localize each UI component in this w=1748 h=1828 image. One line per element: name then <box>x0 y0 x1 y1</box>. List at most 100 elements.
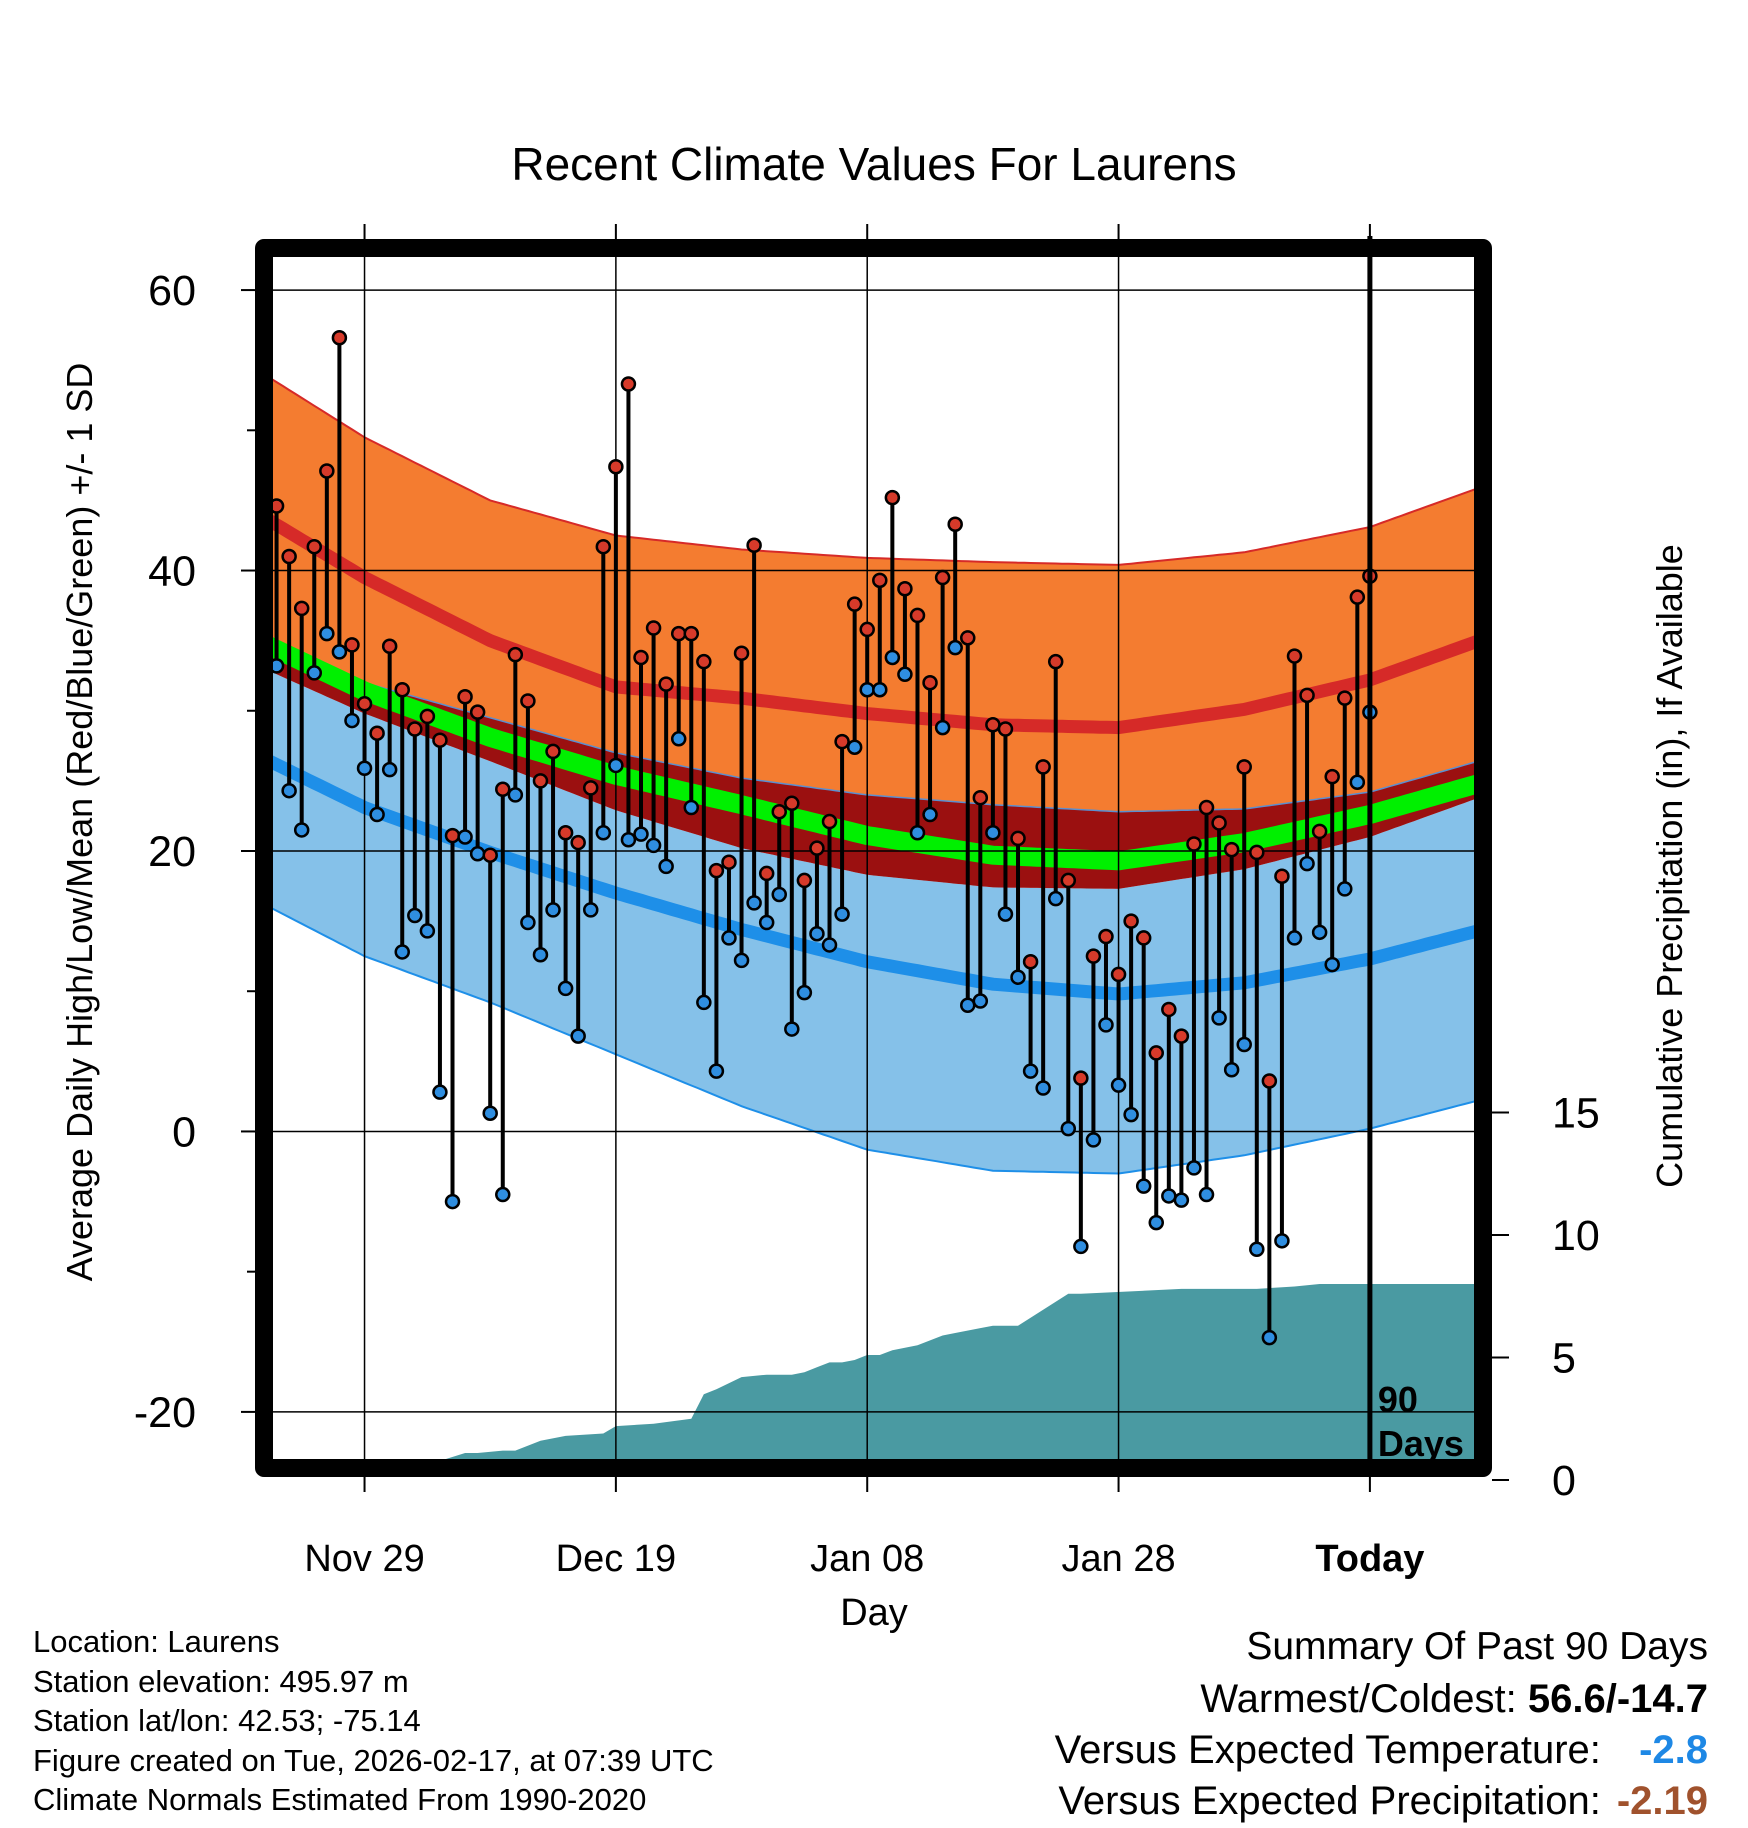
y-tick-label: 0 <box>172 1108 196 1156</box>
temp-value: -2.8 <box>1639 1728 1708 1772</box>
high-point <box>758 865 775 882</box>
high-point <box>721 854 737 870</box>
low-point <box>281 782 297 799</box>
high-point <box>1022 954 1039 970</box>
low-point <box>344 712 360 729</box>
high-point <box>821 813 838 830</box>
low-point <box>1047 890 1064 907</box>
high-point <box>1010 830 1026 847</box>
y-axis-label: Average Daily High/Low/Mean (Red/Blue/Gr… <box>59 363 100 1282</box>
high-point <box>997 721 1014 737</box>
low-point <box>696 994 712 1011</box>
low-point <box>758 914 775 931</box>
high-point <box>1073 1070 1089 1086</box>
low-point <box>922 806 938 823</box>
low-point <box>985 825 1001 841</box>
low-point <box>934 719 951 736</box>
y-tick-label: 60 <box>148 267 196 315</box>
low-point <box>595 825 612 841</box>
low-point <box>545 902 561 918</box>
today-days-word: Days <box>1378 1423 1464 1464</box>
high-point <box>1060 872 1077 889</box>
high-point <box>834 733 850 750</box>
high-point <box>432 732 448 748</box>
high-point <box>595 538 612 555</box>
low-point <box>683 799 700 816</box>
high-point <box>1123 913 1139 929</box>
high-point <box>846 596 863 612</box>
low-point <box>532 947 549 963</box>
low-point <box>1060 1120 1077 1137</box>
info-created: Figure created on Tue, 2026-02-17, at 07… <box>33 1742 714 1778</box>
low-point <box>658 858 674 875</box>
info-elevation: Station elevation: 495.97 m <box>33 1663 409 1699</box>
high-point <box>608 459 624 475</box>
high-point <box>1148 1045 1165 1061</box>
high-point <box>708 862 725 879</box>
low-point <box>293 822 310 838</box>
high-point <box>1085 948 1102 964</box>
high-point <box>1286 648 1303 664</box>
high-point <box>922 674 938 691</box>
low-point <box>884 649 901 666</box>
high-point <box>809 840 825 856</box>
low-point <box>1135 1178 1152 1194</box>
y2-tick-label: 15 <box>1552 1090 1600 1138</box>
high-point <box>658 676 674 692</box>
high-point <box>947 516 963 533</box>
high-point <box>469 704 486 720</box>
low-point <box>1035 1080 1051 1096</box>
high-point <box>293 600 310 617</box>
high-point <box>670 625 687 642</box>
temp-label: Versus Expected Temperature: <box>1054 1728 1601 1772</box>
high-point <box>1198 799 1215 816</box>
precip-value: -2.19 <box>1616 1779 1708 1823</box>
station-info: Location: Laurens Station elevation: 495… <box>33 1622 714 1820</box>
high-point <box>897 581 913 597</box>
high-minus-sd-line <box>264 639 1483 813</box>
summary-panel: Summary Of Past 90 Days Warmest/Coldest:… <box>1055 1620 1708 1827</box>
high-point <box>1349 589 1366 605</box>
low-point <box>809 925 825 942</box>
summary-temp: Versus Expected Temperature: -2.8 <box>1055 1725 1708 1776</box>
high-point <box>1135 930 1152 946</box>
high-point <box>1236 759 1252 775</box>
high-point <box>1161 1001 1177 1018</box>
plot-frame <box>255 239 1492 1477</box>
axes <box>241 224 1509 1492</box>
warm-cold-label: Warmest/Coldest: <box>1200 1677 1517 1721</box>
low-point <box>909 825 926 841</box>
high-point <box>457 688 473 705</box>
low-point <box>520 914 536 931</box>
high-point <box>1311 823 1328 840</box>
high-point <box>771 803 787 820</box>
high-sd-band <box>264 374 1483 812</box>
low-point <box>1148 1214 1165 1231</box>
high-point <box>696 653 712 670</box>
summary-title: Summary Of Past 90 Days <box>1246 1625 1708 1668</box>
high-point <box>796 872 813 889</box>
low-point <box>482 1105 498 1121</box>
low-point <box>1299 855 1315 872</box>
high-point <box>884 489 901 506</box>
low-point <box>356 760 373 777</box>
low-point <box>457 829 473 845</box>
high-point <box>419 708 436 725</box>
low-point <box>784 1021 800 1037</box>
summary-precip: Versus Expected Precipitation: -2.19 <box>1055 1776 1708 1827</box>
low-point <box>381 761 398 778</box>
low-point <box>469 846 486 862</box>
y-tick-label: 20 <box>148 828 196 876</box>
low-point <box>1311 924 1328 941</box>
low-point <box>1186 1160 1202 1176</box>
y-tick-label: 40 <box>148 548 196 596</box>
high-point <box>281 548 297 565</box>
high-point <box>972 789 989 806</box>
high-point <box>683 625 700 642</box>
high-point <box>557 825 574 841</box>
low-point <box>369 806 385 823</box>
high-point <box>733 645 750 662</box>
low-point <box>721 930 737 946</box>
high-point <box>344 637 360 653</box>
high-point <box>934 569 951 586</box>
